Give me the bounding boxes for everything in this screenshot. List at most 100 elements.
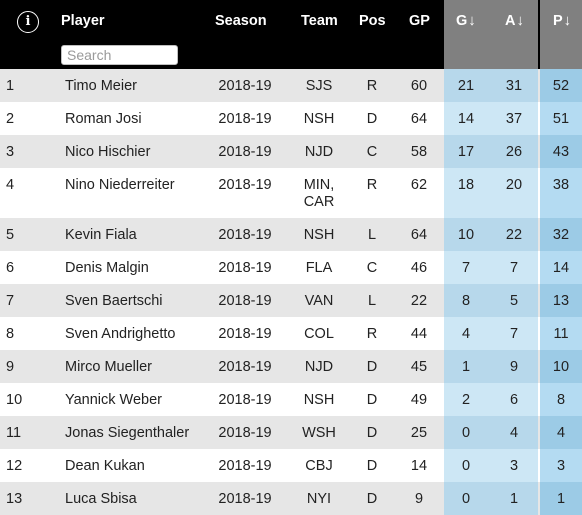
column-header-season[interactable]: Season [215, 13, 267, 29]
sort-arrow-icon: ↓ [516, 12, 524, 29]
cell-pos: R [366, 78, 378, 94]
cell-team: NJD [304, 144, 334, 160]
cell-a: 7 [509, 260, 519, 276]
search-input[interactable] [61, 45, 178, 65]
cell-season: 2018-19 [218, 425, 272, 441]
cell-pos: L [367, 293, 377, 309]
column-header-points[interactable]: P↓ [553, 0, 571, 45]
cell-g: 10 [457, 227, 475, 243]
column-header-pos[interactable]: Pos [359, 13, 386, 29]
cell-rank: 4 [6, 177, 15, 193]
cell-team: FLA [305, 260, 333, 276]
cell-rank: 2 [6, 111, 15, 127]
cell-a: 9 [509, 359, 519, 375]
cell-p: 4 [556, 425, 566, 441]
column-header-points-label: P [553, 13, 563, 29]
info-icon[interactable]: i [17, 11, 39, 33]
cell-p: 1 [556, 491, 566, 507]
table-row[interactable]: 6 Denis Malgin 2018-19 FLA C 46 7 7 14 [0, 251, 582, 284]
cell-p: 3 [556, 458, 566, 474]
table-row[interactable]: 10 Yannick Weber 2018-19 NSH D 49 2 6 8 [0, 383, 582, 416]
cell-g: 8 [461, 293, 471, 309]
cell-rank: 7 [6, 293, 15, 309]
goals-assists-highlight [444, 350, 538, 383]
goals-assists-highlight [444, 449, 538, 482]
cell-rank: 10 [6, 392, 23, 408]
cell-rank: 3 [6, 144, 15, 160]
cell-season: 2018-19 [218, 359, 272, 375]
table-row[interactable]: 11 Jonas Siegenthaler 2018-19 WSH D 25 0 4 4 [0, 416, 582, 449]
cell-p: 43 [552, 144, 570, 160]
points-highlight [540, 416, 582, 449]
column-header-player[interactable]: Player [61, 13, 105, 29]
cell-a: 3 [509, 458, 519, 474]
cell-gp: 62 [410, 177, 428, 193]
cell-pos: D [366, 111, 378, 127]
table-row[interactable]: 5 Kevin Fiala 2018-19 NSH L 64 10 22 32 [0, 218, 582, 251]
cell-gp: 25 [410, 425, 428, 441]
column-header-team[interactable]: Team [301, 13, 338, 29]
cell-team: NSH [303, 111, 335, 127]
table-row[interactable]: 8 Sven Andrighetto 2018-19 COL R 44 4 7 11 [0, 317, 582, 350]
cell-player: Timo Meier [65, 78, 137, 94]
points-highlight [540, 69, 582, 102]
cell-gp: 14 [410, 458, 428, 474]
cell-gp: 64 [410, 227, 428, 243]
cell-p: 51 [552, 111, 570, 127]
cell-team: VAN [304, 293, 334, 309]
goals-assists-highlight [444, 218, 538, 251]
cell-player: Jonas Siegenthaler [65, 425, 190, 441]
table-row[interactable]: 1 Timo Meier 2018-19 SJS R 60 21 31 52 [0, 69, 582, 102]
cell-season: 2018-19 [218, 392, 272, 408]
cell-g: 4 [461, 326, 471, 342]
cell-player: Luca Sbisa [65, 491, 137, 507]
cell-gp: 60 [410, 78, 428, 94]
sort-arrow-icon: ↓ [563, 12, 572, 29]
sort-header-fill [444, 45, 538, 69]
cell-gp: 58 [410, 144, 428, 160]
sort-header-bg-points [540, 0, 582, 45]
table-row[interactable]: 12 Dean Kukan 2018-19 CBJ D 14 0 3 3 [0, 449, 582, 482]
points-highlight [540, 482, 582, 515]
cell-pos: C [366, 144, 378, 160]
cell-p: 52 [552, 78, 570, 94]
goals-assists-highlight [444, 416, 538, 449]
table-row[interactable]: 4 Nino Niederreiter 2018-19 MIN, CAR R 62 18 20… [0, 168, 582, 218]
cell-a: 5 [509, 293, 519, 309]
goals-assists-highlight [444, 251, 538, 284]
cell-season: 2018-19 [218, 177, 272, 193]
cell-a: 7 [509, 326, 519, 342]
cell-a: 6 [509, 392, 519, 408]
cell-team: CBJ [305, 458, 333, 474]
table-row[interactable]: 2 Roman Josi 2018-19 NSH D 64 14 37 51 [0, 102, 582, 135]
cell-team: COL [304, 326, 334, 342]
table-row[interactable]: 13 Luca Sbisa 2018-19 NYI D 9 0 1 1 [0, 482, 582, 515]
cell-g: 0 [461, 425, 471, 441]
goals-assists-highlight [444, 102, 538, 135]
sort-arrow-icon: ↓ [468, 12, 476, 29]
sort-header-bg [444, 0, 538, 45]
table-row[interactable]: 7 Sven Baertschi 2018-19 VAN L 22 8 5 13 [0, 284, 582, 317]
cell-g: 21 [457, 78, 475, 94]
cell-season: 2018-19 [218, 458, 272, 474]
cell-rank: 9 [6, 359, 15, 375]
cell-pos: D [366, 458, 378, 474]
cell-g: 7 [461, 260, 471, 276]
column-header-goals[interactable]: G↓ [456, 0, 476, 45]
cell-pos: R [366, 326, 378, 342]
points-highlight [540, 102, 582, 135]
cell-rank: 12 [6, 458, 23, 474]
table-header: i Player Season Team Pos GP G↓ A↓ P↓ [0, 0, 582, 69]
table-row[interactable]: 9 Mirco Mueller 2018-19 NJD D 45 1 9 10 [0, 350, 582, 383]
column-header-assists[interactable]: A↓ [505, 0, 524, 45]
column-header-goals-label: G [456, 13, 468, 29]
table-row[interactable]: 3 Nico Hischier 2018-19 NJD C 58 17 26 43 [0, 135, 582, 168]
column-header-assists-label: A [505, 13, 516, 29]
cell-a: 37 [505, 111, 523, 127]
goals-assists-highlight [444, 482, 538, 515]
cell-rank: 13 [6, 491, 23, 507]
column-header-gp[interactable]: GP [409, 13, 430, 29]
cell-gp: 64 [410, 111, 428, 127]
goals-assists-highlight [444, 69, 538, 102]
